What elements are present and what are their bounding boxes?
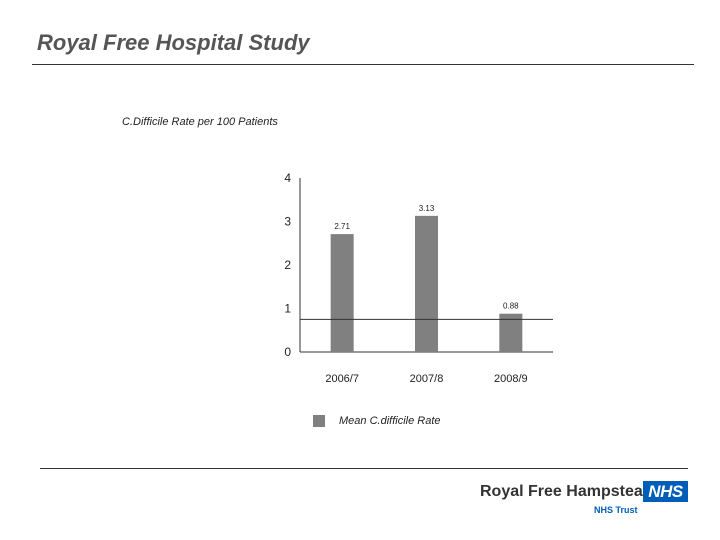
bar [499, 313, 523, 352]
nhs-logo-badge: NHS [643, 481, 688, 502]
footer-divider [40, 468, 688, 469]
logo-trust-label: NHS Trust [594, 505, 638, 515]
x-tick-label: 2008/9 [494, 373, 528, 385]
y-tick-label: 3 [284, 215, 291, 229]
bar-value-label: 2.71 [334, 222, 350, 231]
x-tick-label: 2007/8 [410, 373, 444, 385]
slide-title: Royal Free Hospital Study [37, 30, 310, 55]
bar-value-label: 3.13 [419, 204, 435, 213]
legend: Mean C.difficile Rate [313, 415, 441, 427]
royal-free-hampstead-logo: Royal Free Hampstead NHS NHS Trust [480, 481, 690, 516]
y-tick-label: 4 [284, 171, 291, 185]
y-tick-label: 2 [284, 258, 291, 272]
x-tick-label: 2006/7 [325, 373, 359, 385]
legend-swatch [313, 415, 325, 427]
bar [415, 215, 438, 352]
title-divider [32, 64, 694, 65]
bar [330, 234, 354, 352]
y-tick-label: 0 [284, 345, 291, 359]
logo-org-name: Royal Free Hampstead [480, 483, 653, 500]
y-tick-label: 1 [284, 302, 291, 316]
chart-title: C.Difficile Rate per 100 Patients [122, 116, 278, 128]
bar-value-label: 0.88 [503, 302, 519, 311]
legend-label: Mean C.difficile Rate [339, 415, 441, 427]
